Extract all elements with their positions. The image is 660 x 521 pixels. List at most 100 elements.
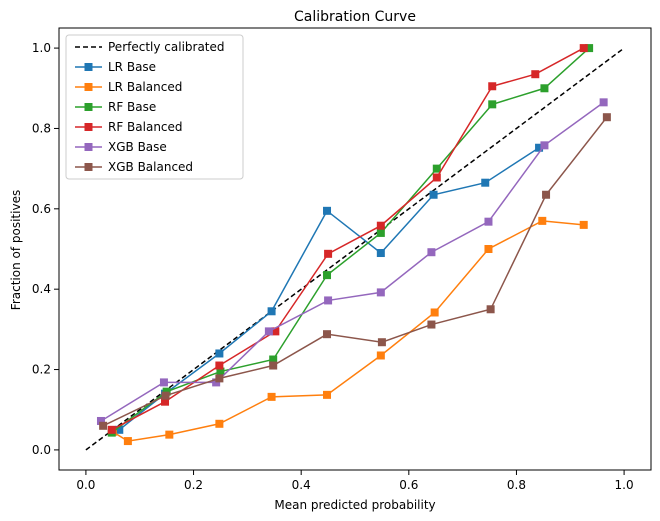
data-point-lr-balanced [579, 220, 588, 229]
data-point-rf-base [216, 367, 225, 376]
y-tick-label: 1.0 [32, 41, 51, 55]
data-point-xgb-base [540, 141, 549, 150]
data-point-rf-base [162, 387, 171, 396]
data-point-rf-balanced [531, 70, 540, 79]
x-tick-label: 0.8 [507, 478, 526, 492]
data-point-lr-balanced [323, 390, 332, 399]
legend-label: Perfectly calibrated [108, 40, 225, 54]
series-lr-balanced [108, 216, 588, 446]
data-point-xgb-base [212, 378, 221, 387]
data-point-rf-balanced [324, 249, 333, 258]
legend-label: RF Base [108, 100, 156, 114]
legend-marker [84, 103, 93, 111]
data-point-xgb-base [324, 296, 333, 305]
x-tick-label: 0.4 [292, 478, 311, 492]
data-point-rf-balanced [271, 327, 280, 336]
x-axis: 0.0 0.2 0.4 0.6 0.8 1.0 [76, 470, 634, 492]
data-point-rf-balanced [107, 425, 116, 434]
data-point-lr-balanced [267, 392, 276, 401]
y-tick-label: 0.2 [32, 363, 51, 377]
x-tick-label: 0.0 [76, 478, 95, 492]
legend-item-lr-balanced: LR Balanced [75, 80, 182, 94]
data-point-lr-base [215, 349, 224, 358]
legend-label: XGB Balanced [108, 160, 193, 174]
data-point-lr-base [376, 249, 385, 258]
legend-marker [84, 143, 93, 151]
x-tick-label: 0.2 [184, 478, 203, 492]
x-tick-label: 0.6 [399, 478, 418, 492]
y-axis: 0.0 0.2 0.4 0.6 0.8 1.0 [32, 41, 59, 457]
data-point-rf-base [488, 100, 497, 109]
data-point-xgb-balanced [269, 361, 278, 370]
data-point-rf-balanced [579, 44, 588, 53]
legend-label: XGB Base [108, 140, 167, 154]
chart-title: Calibration Curve [294, 9, 416, 25]
data-point-xgb-base [484, 217, 493, 226]
data-point-rf-base [585, 44, 594, 53]
legend: Perfectly calibrated LR Base LR Balanced RF… [65, 34, 244, 180]
data-point-lr-balanced [123, 437, 132, 446]
data-point-xgb-base [96, 416, 105, 425]
x-axis-title: Mean predicted probability [274, 498, 435, 512]
data-point-rf-balanced [376, 221, 385, 230]
legend-label: RF Balanced [108, 120, 183, 134]
data-point-rf-base [269, 355, 278, 364]
legend-item-xgb-balanced: XGB Balanced [75, 160, 193, 174]
y-tick-label: 0.0 [32, 443, 51, 457]
y-tick-label: 0.6 [32, 202, 51, 216]
data-point-lr-base [115, 425, 124, 434]
data-point-xgb-balanced [161, 391, 170, 400]
series-line-rf-base [111, 47, 590, 434]
series-line-xgb-base [100, 101, 605, 422]
legend-label: LR Balanced [108, 80, 182, 94]
legend-marker [84, 83, 93, 91]
data-point-rf-base [540, 84, 549, 93]
data-point-xgb-balanced [427, 320, 436, 329]
data-point-xgb-base [264, 327, 273, 336]
data-point-lr-base [429, 190, 438, 199]
data-point-rf-balanced [161, 397, 170, 406]
data-point-lr-balanced [376, 351, 385, 360]
data-point-xgb-base [599, 98, 608, 107]
legend-item-rf-balanced: RF Balanced [75, 120, 183, 134]
data-point-xgb-balanced [377, 338, 386, 347]
series-lr-base [115, 143, 544, 434]
data-point-lr-base [323, 206, 332, 215]
data-point-lr-base [267, 307, 276, 316]
data-point-rf-base [432, 164, 441, 173]
data-point-xgb-balanced [602, 113, 611, 122]
legend-marker [84, 163, 93, 171]
y-tick-label: 0.8 [32, 121, 51, 135]
data-point-rf-balanced [432, 173, 441, 182]
data-point-lr-balanced [165, 430, 174, 439]
legend-item-xgb-base: XGB Base [75, 140, 167, 154]
series-line-lr-balanced [112, 220, 584, 442]
data-point-rf-balanced [488, 82, 497, 91]
data-point-lr-base [535, 143, 544, 152]
data-point-xgb-base [427, 248, 436, 257]
plot-content [85, 44, 625, 451]
data-point-lr-balanced [538, 216, 547, 225]
data-point-xgb-base [376, 288, 385, 297]
data-point-lr-balanced [484, 245, 493, 253]
x-tick-label: 1.0 [615, 478, 634, 492]
data-point-lr-balanced [430, 308, 439, 317]
data-point-lr-base [481, 178, 490, 187]
data-point-rf-balanced [215, 361, 224, 370]
legend-item-lr-base: LR Base [75, 60, 156, 74]
data-point-xgb-balanced [215, 374, 224, 383]
legend-marker [84, 123, 93, 131]
data-point-rf-base [376, 228, 385, 237]
data-point-xgb-balanced [542, 190, 551, 199]
y-axis-title: Fraction of positives [9, 190, 23, 310]
data-point-lr-balanced [215, 419, 224, 428]
plot-frame [58, 27, 652, 471]
data-point-xgb-balanced [99, 421, 108, 430]
legend-item-rf-base: RF Base [75, 100, 156, 114]
legend-box [65, 34, 244, 180]
series-line-lr-base [118, 147, 540, 431]
legend-label: LR Base [108, 60, 156, 74]
series-line-xgb-balanced [102, 116, 608, 427]
legend-marker [84, 63, 93, 71]
